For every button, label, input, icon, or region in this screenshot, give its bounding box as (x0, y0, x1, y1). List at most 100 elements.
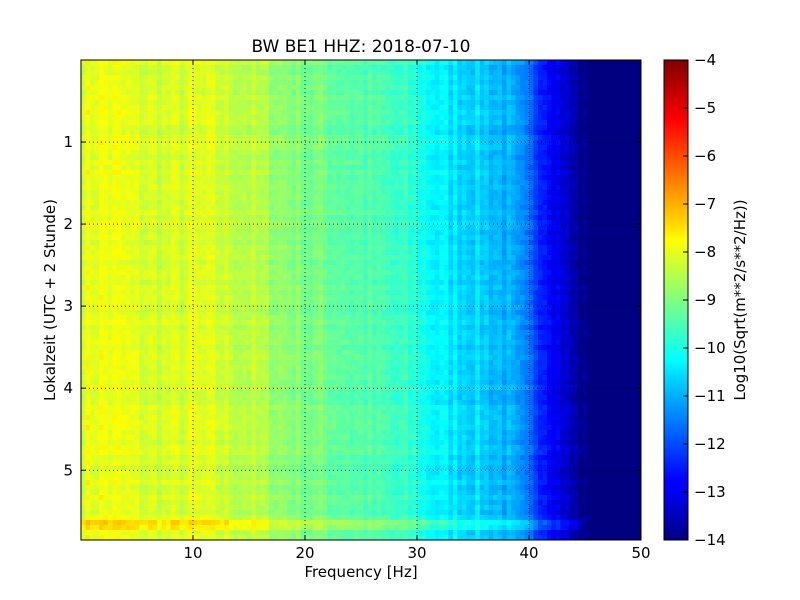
heatmap-cell (479, 60, 485, 66)
heatmap-cell (224, 225, 230, 231)
heatmap-cell (596, 145, 602, 151)
heatmap-cell (89, 135, 96, 141)
heatmap-cell (417, 60, 423, 66)
heatmap-cell (452, 255, 458, 261)
heatmap-cell (260, 255, 266, 261)
heatmap-cell (390, 140, 396, 146)
heatmap-cell (632, 175, 638, 181)
heatmap-cell (112, 120, 118, 126)
heatmap-cell (394, 200, 400, 206)
heatmap-cell (81, 160, 87, 166)
heatmap-cell (479, 65, 485, 71)
heatmap-cell (291, 180, 297, 186)
heatmap-cell (430, 135, 436, 141)
heatmap-cell (273, 230, 279, 236)
heatmap-cell (81, 100, 87, 106)
heatmap-cell (175, 210, 181, 216)
heatmap-cell (470, 255, 476, 261)
heatmap-cell (605, 60, 611, 66)
heatmap-cell (506, 185, 512, 191)
heatmap-cell (358, 255, 364, 261)
heatmap-cell (300, 115, 306, 121)
heatmap-cell (367, 180, 373, 186)
heatmap-cell (287, 205, 293, 211)
heatmap-cell (439, 145, 445, 151)
heatmap-cell (618, 205, 624, 211)
heatmap-cell (130, 105, 136, 111)
heatmap-cell (345, 200, 351, 206)
heatmap-cell (367, 120, 373, 126)
heatmap-cell (121, 100, 127, 106)
heatmap-cell (493, 220, 499, 226)
heatmap-cell (152, 65, 158, 71)
heatmap-cell (443, 60, 449, 66)
heatmap-cell (228, 205, 234, 211)
heatmap-cell (103, 160, 109, 166)
heatmap-cell (502, 100, 508, 106)
heatmap-cell (618, 180, 624, 186)
heatmap-cell (116, 255, 122, 261)
heatmap-cell (89, 190, 96, 196)
heatmap-cell (421, 160, 427, 166)
heatmap-cell (551, 130, 557, 136)
heatmap-cell (399, 180, 405, 186)
heatmap-cell (466, 100, 472, 106)
heatmap-cell (600, 245, 606, 251)
heatmap-cell (524, 70, 530, 76)
heatmap-cell (399, 120, 405, 126)
heatmap-cell (609, 95, 615, 101)
heatmap-cell (255, 215, 261, 221)
heatmap-cell (555, 135, 561, 141)
heatmap-cell (148, 150, 154, 156)
heatmap-cell (479, 160, 485, 166)
heatmap-cell (381, 110, 387, 116)
heatmap-cell (224, 160, 230, 166)
heatmap-cell (233, 60, 239, 66)
heatmap-cell (412, 195, 418, 201)
heatmap-cell (273, 135, 279, 141)
heatmap-cell (564, 140, 570, 146)
heatmap-cell (376, 125, 382, 131)
heatmap-cell (452, 170, 458, 176)
heatmap-cell (322, 135, 328, 141)
heatmap-cell (193, 155, 199, 161)
heatmap-cell (457, 185, 463, 191)
heatmap-cell (417, 90, 423, 96)
heatmap-cell (524, 185, 530, 191)
heatmap-cell (439, 185, 445, 191)
heatmap-cell (287, 60, 293, 66)
heatmap-cell (358, 235, 364, 241)
heatmap-cell (161, 85, 167, 91)
heatmap-cell (488, 130, 494, 136)
heatmap-cell (175, 60, 181, 66)
heatmap-cell (627, 145, 633, 151)
heatmap-cell (551, 170, 557, 176)
heatmap-cell (470, 240, 476, 246)
heatmap-cell (322, 250, 328, 256)
heatmap-cell (81, 85, 87, 91)
heatmap-cell (197, 125, 203, 131)
heatmap-cell (569, 80, 575, 86)
heatmap-cell (417, 195, 423, 201)
heatmap-cell (520, 130, 526, 136)
heatmap-cell (210, 140, 216, 146)
heatmap-cell (385, 115, 391, 121)
heatmap-cell (296, 135, 302, 141)
heatmap-cell (152, 115, 158, 121)
heatmap-cell (627, 105, 633, 111)
heatmap-cell (408, 255, 414, 261)
heatmap-cell (278, 200, 284, 206)
heatmap-cell (125, 250, 131, 256)
heatmap-cell (273, 70, 279, 76)
heatmap-cell (345, 175, 351, 181)
heatmap-cell (179, 250, 185, 256)
heatmap-cell (520, 250, 526, 256)
heatmap-cell (255, 60, 261, 66)
heatmap-cell (166, 165, 172, 171)
heatmap-cell (210, 105, 216, 111)
heatmap-cell (112, 160, 118, 166)
heatmap-cell (529, 145, 535, 151)
heatmap-cell (448, 95, 454, 101)
heatmap-cell (511, 110, 517, 116)
heatmap-cell (291, 85, 297, 91)
